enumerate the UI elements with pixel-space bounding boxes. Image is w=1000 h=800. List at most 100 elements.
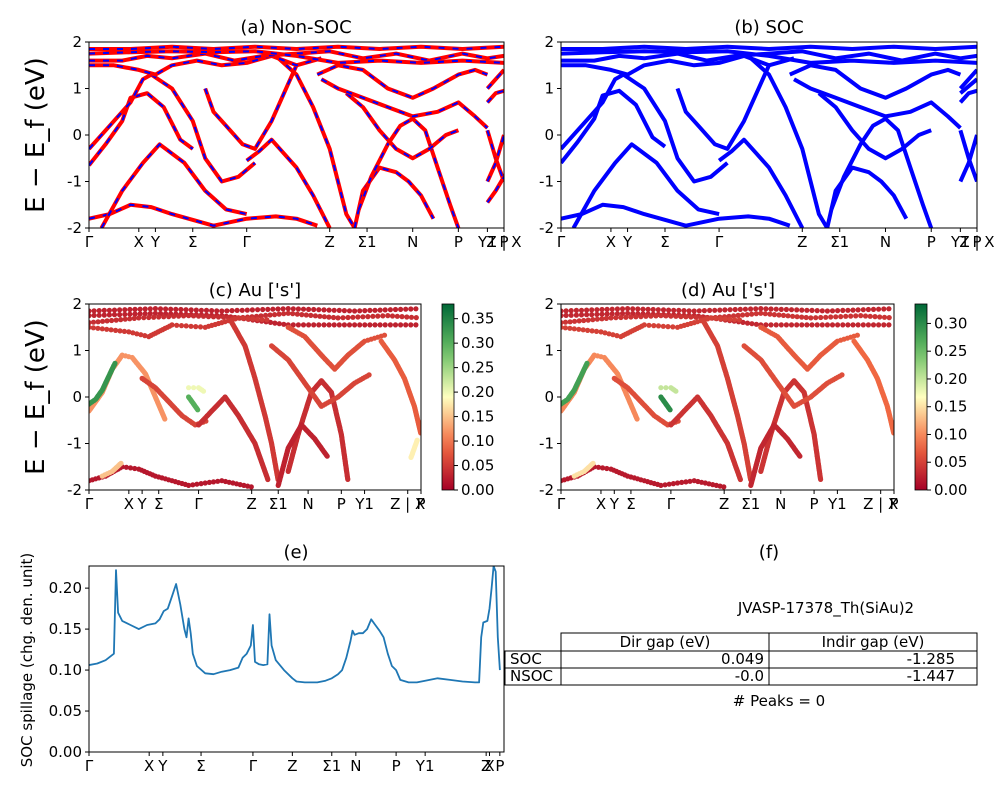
band-dot [385, 313, 391, 319]
panel-b-title: (b) SOC [734, 17, 803, 38]
band-dot [829, 308, 836, 314]
band-dot [619, 310, 626, 317]
band-dot [362, 308, 368, 314]
band-dot [845, 307, 851, 313]
band-dot [362, 322, 368, 328]
band-dot [855, 307, 861, 313]
x-tick-label: Σ1 [322, 757, 341, 775]
series-line-6 [274, 54, 357, 228]
band-dot [152, 306, 158, 312]
band-dot [267, 312, 273, 318]
band-dot [881, 314, 888, 320]
band-dot [578, 307, 585, 313]
band-dot [643, 313, 649, 319]
band-dot [658, 482, 664, 488]
band-dot [593, 328, 600, 334]
band-dot [106, 307, 112, 313]
x-tick-label: P [416, 495, 425, 513]
band-dot [178, 323, 185, 329]
band-dot [813, 315, 819, 321]
band-dot [818, 314, 824, 321]
band-dot [181, 313, 187, 319]
y-tick-label: 1 [544, 342, 554, 360]
band-dot [118, 460, 124, 466]
band-dot [872, 314, 878, 320]
x-tick-label: P [337, 495, 346, 513]
band-dot [808, 315, 814, 321]
band-dot [678, 314, 684, 320]
series-line-18 [958, 134, 977, 183]
band-dot [589, 312, 595, 318]
band-dot [414, 437, 420, 443]
band-dot [771, 312, 778, 318]
y-tick-label: 2 [544, 33, 554, 51]
band-dot [389, 313, 396, 319]
series-line-14 [89, 44, 504, 51]
band-dot [355, 314, 361, 320]
band-dot [331, 307, 337, 313]
band-dot [721, 484, 727, 490]
band-dot [683, 314, 689, 320]
y-tick-label: 0 [72, 126, 82, 144]
series-line-9 [817, 91, 932, 161]
band-dot [317, 313, 323, 319]
band-dot [122, 311, 128, 317]
band-dot [276, 311, 282, 317]
panel-e-plot: 0.000.050.100.150.20Γ X Y Σ Γ Z Σ1 N P Y1 ZX P [49, 565, 505, 775]
band-dot [819, 322, 825, 328]
x-tick-label: Y1 [354, 495, 374, 513]
band-dot [783, 322, 790, 328]
x-tick-label: Γ [85, 233, 94, 251]
y-tick-label: -2 [67, 219, 82, 237]
band-dot [205, 314, 212, 320]
peaks-label: # Peaks = 0 [733, 692, 825, 710]
x-tick-label: P [499, 233, 508, 251]
band-dot [104, 326, 110, 332]
band-dot [662, 482, 668, 488]
band-dot [562, 325, 569, 331]
band-dot [585, 317, 591, 323]
band-dot [732, 317, 738, 323]
band-dot [660, 323, 666, 329]
x-tick-label: Σ1 [358, 233, 377, 251]
band-dot [300, 306, 307, 312]
band-dot [403, 322, 409, 328]
band-dot [666, 307, 672, 313]
band-dot [625, 310, 631, 316]
colorbar-tick-label: 0.05 [934, 453, 967, 471]
series-dash-5 [246, 138, 331, 228]
x-tick-label: Γ [715, 233, 724, 251]
series-line-6 [746, 54, 829, 228]
x-tick-label: Z | X [390, 495, 425, 513]
band-dot [295, 322, 301, 328]
band-dot [783, 306, 790, 313]
series-dash-12 [89, 54, 322, 76]
band-dot [112, 360, 118, 366]
x-tick-label: Σ [660, 233, 669, 251]
band-dot [234, 307, 240, 313]
series-dash-10 [320, 78, 489, 129]
band-dot [653, 313, 659, 319]
band-dot [321, 314, 327, 320]
panel-c: (c) Au ['s'] E − E_f (eV) -2 -1 0 1 2 Γ X Y Σ Γ Z Σ… [21, 280, 494, 513]
band-dot [326, 307, 332, 313]
colorbar-bar [441, 303, 455, 491]
band-dot [683, 479, 689, 485]
band-dot [753, 321, 760, 327]
band-dot [193, 307, 199, 313]
band-dot [275, 306, 281, 312]
band-dot [655, 307, 661, 313]
colorbar-tick-label: 0.15 [461, 408, 494, 426]
band-dot [360, 314, 366, 320]
band-dot [785, 313, 791, 319]
band-dot [673, 388, 679, 394]
band-dot [138, 332, 144, 338]
colorbar-tick-label: 0.00 [461, 481, 494, 499]
colorbar-tick-label: 0.05 [461, 457, 494, 475]
band-dot [767, 311, 773, 317]
band-dot [127, 465, 134, 471]
band-dot [614, 333, 620, 339]
